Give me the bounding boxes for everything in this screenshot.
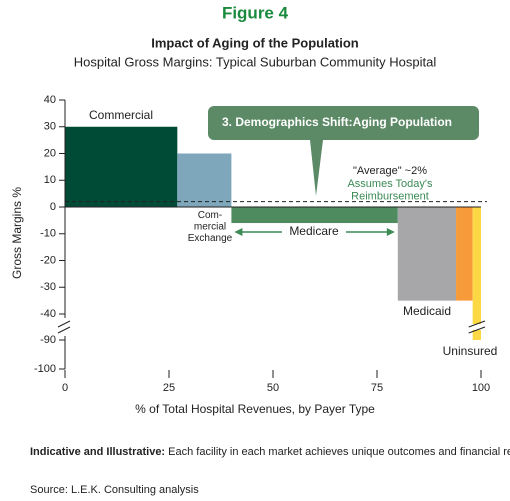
annotation: Assumes Today's Reimbursement <box>347 178 433 203</box>
axis-break-mark <box>57 326 71 334</box>
bar <box>397 207 457 301</box>
bar <box>456 207 473 301</box>
x-tick-label: 0 <box>62 382 68 394</box>
arrow-head <box>234 228 243 236</box>
source: Source: L.E.K. Consulting analysis <box>30 484 199 496</box>
callout-text: 3. Demographics Shift:Aging Population <box>222 115 452 129</box>
category-label: Com-mercial Exchange <box>188 210 233 244</box>
axis-break-mark <box>468 320 486 328</box>
y-tick-label: 0 <box>50 201 56 213</box>
x-tick-label: 100 <box>472 382 490 394</box>
y-tick-label: -10 <box>40 228 56 240</box>
chart-subtitle: Hospital Gross Margins: Typical Suburban… <box>74 54 437 69</box>
y-tick-label: -100 <box>34 363 56 375</box>
y-tick-label: -20 <box>40 254 56 266</box>
bar <box>65 126 178 207</box>
callout-box <box>208 106 479 196</box>
y-tick-label: 30 <box>44 121 56 133</box>
y-axis-title: Gross Margins % <box>10 187 24 279</box>
x-axis-title: % of Total Hospital Revenues, by Payer T… <box>135 402 375 416</box>
figure-label: Figure 4 <box>222 3 289 22</box>
axis-break-mark <box>468 326 486 334</box>
y-tick-label: 10 <box>44 174 56 186</box>
axis-break-mark <box>57 320 71 328</box>
y-tick-label: -30 <box>40 281 56 293</box>
note-bold: Indicative and Illustrative: <box>30 446 165 458</box>
footer-note: Indicative and Illustrative: Each facili… <box>30 446 510 458</box>
bar <box>177 153 232 207</box>
y-tick-label: -90 <box>40 334 56 346</box>
average-label: "Average" ~2% <box>353 165 427 177</box>
y-tick-label: 20 <box>44 147 56 159</box>
y-tick-label: -40 <box>40 308 56 320</box>
bar <box>231 207 398 224</box>
category-label: Commercial <box>89 108 153 122</box>
chart-title: Impact of Aging of the Population <box>151 35 359 50</box>
category-label: Uninsured <box>443 344 498 358</box>
y-tick-label: 40 <box>44 94 56 106</box>
note: Each facility in each market achieves un… <box>168 446 510 458</box>
x-tick-label: 25 <box>163 382 175 394</box>
x-tick-label: 75 <box>371 382 383 394</box>
arrow-head <box>386 228 395 236</box>
axis-break-gap <box>57 324 485 330</box>
category-label: Medicaid <box>403 304 451 318</box>
category-label: Medicare <box>289 224 339 238</box>
bar <box>472 207 481 340</box>
x-tick-label: 50 <box>267 382 279 394</box>
